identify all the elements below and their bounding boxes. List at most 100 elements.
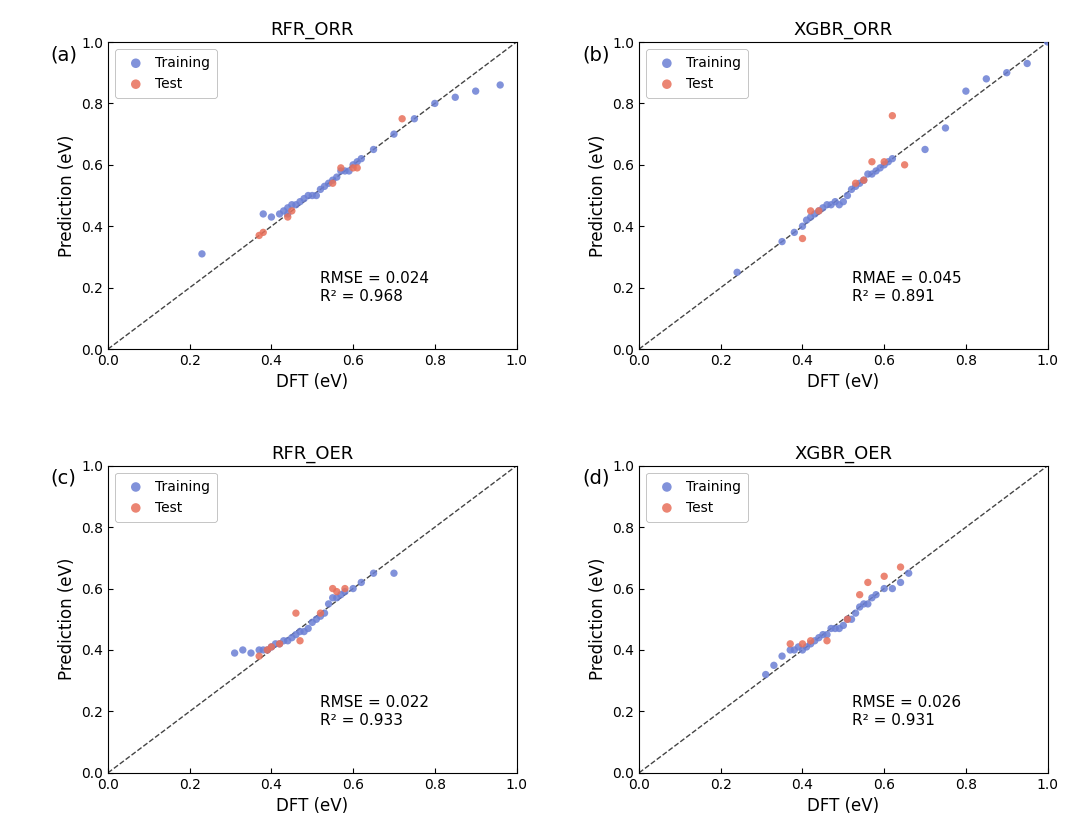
Test bbox=[324, 176, 341, 190]
Training bbox=[798, 640, 815, 654]
Training bbox=[766, 659, 783, 672]
Training bbox=[353, 152, 370, 165]
Test bbox=[287, 606, 305, 620]
Training bbox=[315, 606, 333, 620]
Test bbox=[876, 570, 893, 583]
Training bbox=[826, 622, 843, 635]
Training bbox=[303, 616, 321, 629]
Training bbox=[320, 176, 337, 190]
Y-axis label: Prediction (eV): Prediction (eV) bbox=[57, 134, 76, 257]
Training bbox=[447, 91, 464, 104]
Training bbox=[386, 128, 403, 141]
Training bbox=[279, 201, 296, 214]
Training bbox=[333, 165, 350, 178]
Training bbox=[315, 180, 333, 193]
Test bbox=[393, 112, 410, 125]
Training bbox=[900, 566, 917, 580]
Legend: Training, Test: Training, Test bbox=[646, 49, 748, 97]
Text: RMSE = 0.026
R² = 0.931: RMSE = 0.026 R² = 0.931 bbox=[851, 696, 960, 727]
Training bbox=[283, 198, 300, 212]
Training bbox=[883, 582, 901, 596]
Training bbox=[847, 180, 864, 193]
Test bbox=[860, 575, 877, 589]
Training bbox=[328, 591, 346, 605]
Training bbox=[936, 121, 954, 134]
Training bbox=[193, 247, 211, 260]
Test bbox=[847, 176, 864, 190]
Training bbox=[275, 204, 293, 218]
Training bbox=[798, 213, 815, 227]
Training bbox=[810, 204, 827, 218]
Training bbox=[831, 622, 848, 635]
Training bbox=[328, 171, 346, 184]
Training bbox=[275, 634, 293, 648]
Training bbox=[863, 167, 880, 181]
Training bbox=[296, 192, 313, 205]
Training bbox=[262, 640, 280, 654]
Training bbox=[806, 207, 823, 221]
Training bbox=[851, 176, 868, 190]
Title: RFR_OER: RFR_OER bbox=[271, 445, 353, 463]
Training bbox=[917, 143, 934, 156]
Text: (a): (a) bbox=[51, 45, 78, 64]
Training bbox=[365, 143, 382, 156]
Training bbox=[851, 601, 868, 614]
Test bbox=[883, 109, 901, 123]
Training bbox=[814, 628, 832, 642]
Training bbox=[789, 640, 807, 654]
X-axis label: DFT (eV): DFT (eV) bbox=[276, 374, 349, 391]
Test bbox=[892, 560, 909, 574]
Test bbox=[292, 634, 309, 648]
Test bbox=[279, 210, 296, 223]
Training bbox=[353, 575, 370, 589]
Training bbox=[271, 637, 288, 650]
Training bbox=[819, 198, 836, 212]
Training bbox=[234, 643, 252, 657]
Test bbox=[851, 588, 868, 601]
Training bbox=[773, 649, 791, 663]
Training bbox=[819, 628, 836, 642]
Test bbox=[336, 582, 353, 596]
Test bbox=[345, 161, 362, 175]
Training bbox=[867, 588, 885, 601]
Training bbox=[823, 622, 840, 635]
Training bbox=[831, 198, 848, 212]
Test bbox=[876, 155, 893, 169]
Text: (c): (c) bbox=[51, 469, 77, 488]
X-axis label: DFT (eV): DFT (eV) bbox=[807, 374, 879, 391]
Test bbox=[259, 643, 276, 657]
Title: RFR_ORR: RFR_ORR bbox=[270, 21, 354, 39]
Training bbox=[867, 165, 885, 178]
Training bbox=[847, 606, 864, 620]
Test bbox=[251, 649, 268, 663]
Training bbox=[406, 112, 423, 125]
Test bbox=[802, 634, 820, 648]
Test bbox=[819, 634, 836, 648]
Test bbox=[328, 585, 346, 598]
Training bbox=[1039, 35, 1056, 49]
Training bbox=[324, 173, 341, 186]
Training bbox=[855, 173, 873, 186]
Training bbox=[491, 78, 509, 92]
Test bbox=[802, 204, 820, 218]
Training bbox=[296, 625, 313, 638]
Training bbox=[794, 643, 811, 657]
Training bbox=[255, 207, 272, 221]
Title: XGBR_ORR: XGBR_ORR bbox=[794, 21, 893, 39]
Training bbox=[773, 235, 791, 249]
Training bbox=[283, 631, 300, 644]
Test bbox=[839, 612, 856, 626]
Training bbox=[863, 591, 880, 605]
Y-axis label: Prediction (eV): Prediction (eV) bbox=[589, 134, 607, 257]
Training bbox=[860, 597, 877, 611]
Training bbox=[835, 619, 852, 633]
Training bbox=[279, 634, 296, 648]
Training bbox=[299, 622, 316, 635]
Training bbox=[842, 182, 860, 196]
Training bbox=[879, 155, 896, 169]
Training bbox=[259, 643, 276, 657]
Y-axis label: Prediction (eV): Prediction (eV) bbox=[57, 558, 76, 680]
Training bbox=[782, 643, 799, 657]
Training bbox=[802, 637, 820, 650]
Test bbox=[333, 161, 350, 175]
